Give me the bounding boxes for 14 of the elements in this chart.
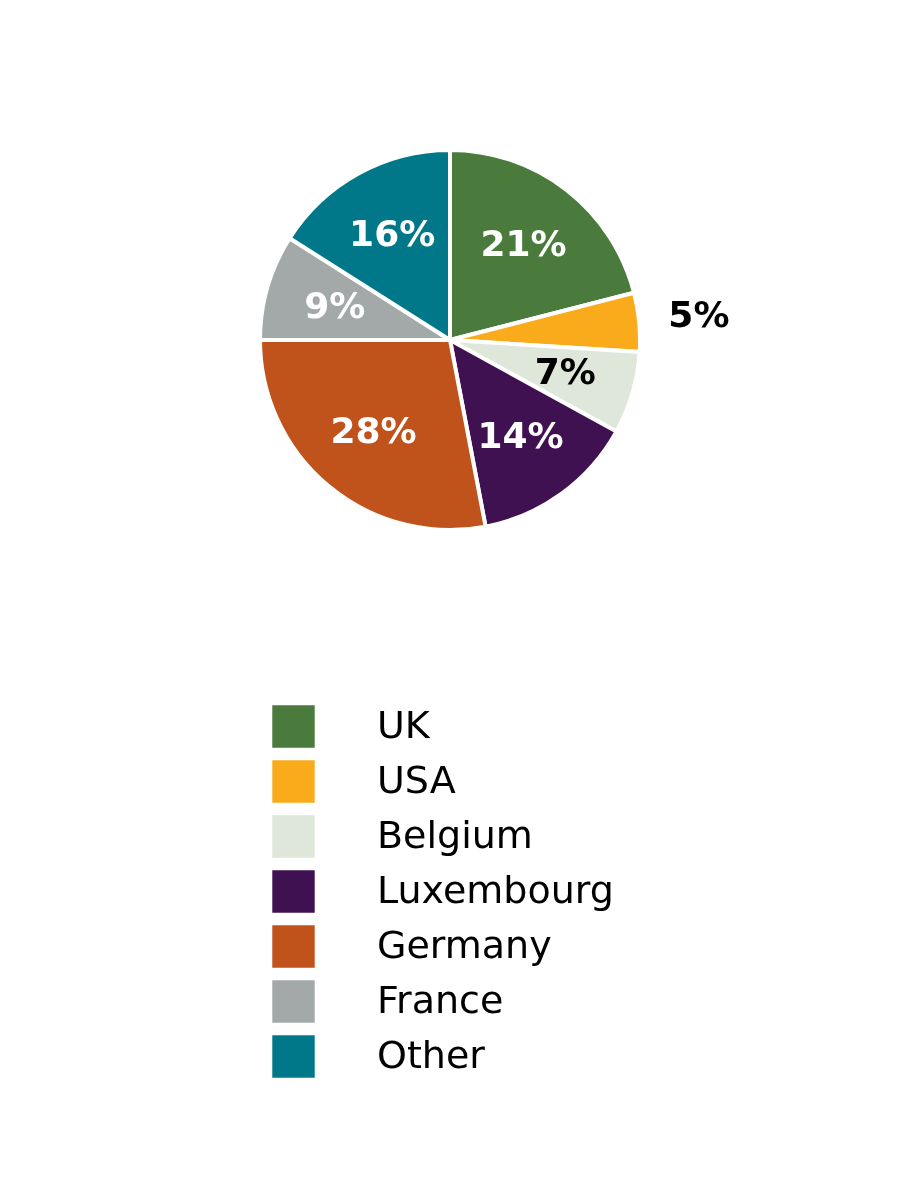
data-label: 7% — [534, 351, 596, 393]
legend-label: Luxembourg — [377, 867, 614, 912]
data-label: 9% — [304, 284, 366, 326]
legend-label: France — [377, 977, 504, 1022]
data-label: 16% — [349, 212, 436, 254]
legend-label: Germany — [377, 922, 552, 967]
legend-label: USA — [377, 757, 456, 802]
legend-label: Other — [377, 1032, 486, 1077]
data-label: 21% — [480, 223, 567, 265]
legend-label: Belgium — [377, 812, 533, 857]
data-label: 28% — [330, 410, 417, 452]
data-label: 5% — [668, 294, 730, 336]
legend-label: UK — [377, 702, 431, 747]
data-label: 14% — [477, 415, 564, 457]
